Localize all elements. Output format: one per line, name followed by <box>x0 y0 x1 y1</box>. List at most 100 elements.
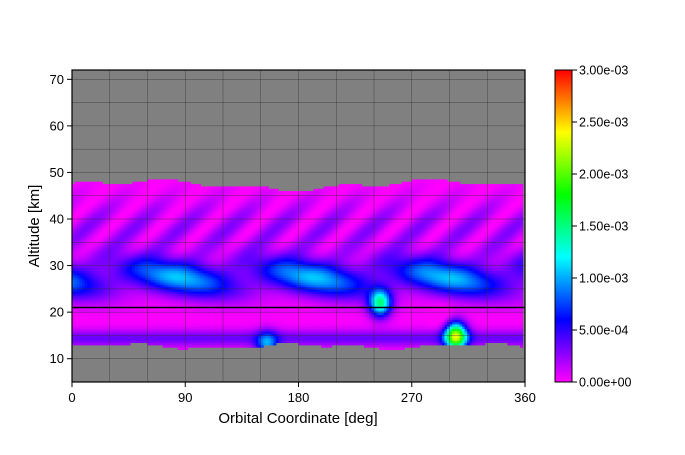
heatmap-cell <box>205 260 209 264</box>
heatmap-cell <box>172 251 176 255</box>
heatmap-cell <box>99 188 103 192</box>
heatmap-cell <box>202 207 206 211</box>
heatmap-cell <box>107 232 111 236</box>
heatmap-cell <box>82 281 86 285</box>
heatmap-cell <box>137 198 141 201</box>
heatmap-cell <box>139 237 144 241</box>
heatmap-cell <box>127 235 131 239</box>
heatmap-cell <box>119 326 123 330</box>
heatmap-cell <box>240 270 244 274</box>
heatmap-cell <box>228 340 232 344</box>
heatmap-cell <box>82 205 86 208</box>
heatmap-cell <box>77 216 81 220</box>
heatmap-cell <box>167 281 171 285</box>
heatmap-cell <box>99 246 103 250</box>
heatmap-cell <box>167 209 171 213</box>
heatmap-cell <box>122 184 126 188</box>
heatmap-cell <box>127 226 131 229</box>
heatmap-cell <box>92 270 96 274</box>
heatmap-cell <box>215 214 219 218</box>
heatmap-cell <box>107 284 111 288</box>
heatmap-cell <box>107 226 111 229</box>
heatmap-cell <box>202 326 206 330</box>
heatmap-cell <box>160 202 164 206</box>
heatmap-cell <box>79 326 83 330</box>
heatmap-cell <box>243 191 247 194</box>
heatmap-cell <box>170 321 174 325</box>
heatmap-cell <box>228 193 232 197</box>
heatmap-cell <box>230 235 234 239</box>
heatmap-cell <box>155 200 159 204</box>
heatmap-cell <box>97 288 101 292</box>
heatmap-cell <box>119 235 123 239</box>
heatmap-cell <box>167 260 171 264</box>
heatmap-cell <box>175 307 179 311</box>
heatmap-cell <box>243 340 247 344</box>
heatmap-cell <box>129 265 133 269</box>
heatmap-cell <box>220 188 224 192</box>
heatmap-cell <box>119 267 123 271</box>
heatmap-cell <box>162 181 166 185</box>
heatmap-cell <box>142 333 146 337</box>
heatmap-cell <box>220 333 224 337</box>
heatmap-cell <box>235 342 239 346</box>
heatmap-cell <box>205 200 209 204</box>
heatmap-cell <box>250 288 254 292</box>
heatmap-cell <box>107 274 111 278</box>
heatmap-cell <box>127 333 131 337</box>
heatmap-cell <box>170 312 174 316</box>
heatmap-cell <box>109 256 113 260</box>
heatmap-cell <box>167 221 171 225</box>
heatmap-cell <box>92 326 96 330</box>
heatmap-cell <box>238 256 242 260</box>
heatmap-cell <box>233 337 237 341</box>
heatmap-cell <box>129 323 133 327</box>
heatmap-cell <box>89 267 93 271</box>
heatmap-cell <box>238 228 242 232</box>
heatmap-cell <box>150 202 154 206</box>
heatmap-cell <box>235 219 239 222</box>
heatmap-cell <box>185 286 189 290</box>
heatmap-cell <box>150 333 154 337</box>
heatmap-cell <box>134 316 139 320</box>
heatmap-cell <box>250 326 254 330</box>
heatmap-cell <box>124 340 128 344</box>
heatmap-cell <box>177 191 181 194</box>
heatmap-cell <box>134 226 139 229</box>
heatmap-cell <box>147 295 151 299</box>
heatmap-cell <box>190 295 194 299</box>
heatmap-cell <box>79 291 83 295</box>
heatmap-cell <box>180 244 184 248</box>
heatmap-cell <box>180 302 184 306</box>
heatmap-cell <box>167 286 171 290</box>
heatmap-cell <box>180 256 184 260</box>
heatmap-cell <box>162 209 166 213</box>
heatmap-cell <box>235 214 239 218</box>
heatmap-cell <box>192 205 196 208</box>
heatmap-cell <box>223 333 227 337</box>
heatmap-cell <box>87 235 91 239</box>
heatmap-cell <box>139 198 144 201</box>
heatmap-cell <box>139 293 144 297</box>
heatmap-cell <box>172 305 176 309</box>
heatmap-cell <box>152 246 156 250</box>
heatmap-cell <box>74 340 78 344</box>
heatmap-cell <box>167 316 171 320</box>
heatmap-cell <box>144 258 149 262</box>
heatmap-cell <box>74 267 78 271</box>
heatmap-cell <box>197 258 201 262</box>
heatmap-cell <box>99 321 103 325</box>
heatmap-cell <box>79 239 83 243</box>
heatmap-cell <box>172 181 176 185</box>
heatmap-cell <box>87 272 91 276</box>
heatmap-cell <box>87 214 91 218</box>
heatmap-cell <box>200 260 204 264</box>
heatmap-cell <box>137 302 141 306</box>
heatmap-cell <box>129 300 133 304</box>
heatmap-cell <box>230 191 234 194</box>
heatmap-cell <box>144 195 149 199</box>
heatmap-cell <box>117 191 121 194</box>
heatmap-cell <box>84 239 88 243</box>
heatmap-cell <box>155 181 159 185</box>
heatmap-cell <box>233 239 237 243</box>
